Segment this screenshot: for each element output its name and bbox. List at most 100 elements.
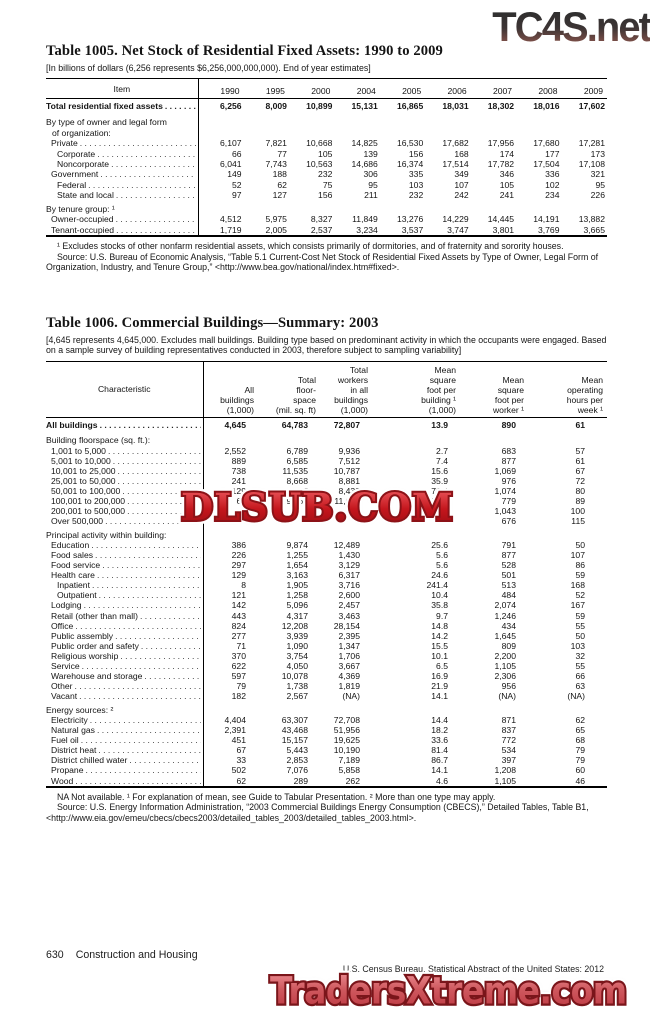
row-label-cell: 50,001 to 100,000	[46, 485, 204, 496]
cell-value: 1,074	[494, 485, 516, 496]
cell-value: 10,899	[306, 101, 333, 112]
cell-value: 4,645	[224, 419, 246, 430]
table-row: Private 6,107 7,821 10,668 14,825 16,530 17,68…	[46, 138, 607, 149]
cell-value: 2,853	[286, 755, 308, 766]
row-label: Natural gas	[51, 725, 95, 736]
cell-value: 1,246	[494, 610, 516, 621]
table-row: 25,001 to 50,000 241 8,668 8,881 35.9 976 72	[46, 475, 607, 486]
cell-value: 17,602	[578, 101, 605, 112]
dot-leader	[116, 214, 196, 224]
dot-leader	[88, 180, 195, 190]
cell-value: 103	[408, 179, 424, 190]
row-label: Religious worship	[51, 650, 119, 661]
cell-value: 956	[501, 681, 516, 692]
cell-value	[258, 701, 320, 715]
table-1005-footnotes: ¹ Excludes stocks of other nonfarm resid…	[46, 241, 607, 273]
table-row: Outpatient 121 1,258 2,600 10.4 484 52	[46, 590, 607, 601]
cell-value: 1,258	[286, 590, 308, 601]
row-label-wrap: Food service	[46, 560, 202, 570]
cell-value: 622	[231, 660, 246, 671]
dot-leader	[165, 101, 196, 111]
table-row: By tenure group: ¹	[46, 200, 607, 215]
cell-value: 13.9	[431, 419, 448, 430]
cell-value: 79	[575, 755, 585, 766]
dot-leader	[129, 755, 200, 765]
row-label-cell: Principal activity within building:	[46, 526, 204, 540]
row-label-cell: Federal	[46, 179, 199, 191]
dot-leader	[122, 486, 200, 496]
cell-value: 7,821	[265, 138, 287, 149]
cell-value: 9.7	[436, 610, 448, 621]
row-label-wrap: District heat	[46, 745, 202, 755]
dot-leader	[118, 466, 201, 476]
cell-value: 4,050	[286, 660, 308, 671]
table-row: 200,001 to 500,000 1,043 100	[46, 506, 607, 517]
table-row: Warehouse and storage 597 10,078 4,369 16.9 2…	[46, 671, 607, 682]
table-row: 1,001 to 5,000 2,552 6,789 9,936 2.7 683 57	[46, 445, 607, 456]
cell-value: 502	[231, 765, 246, 776]
row-label-cell: Retail (other than mall)	[46, 610, 204, 621]
cell-value: 877	[501, 549, 516, 560]
cell-value	[203, 516, 258, 526]
cell-value: 232	[318, 169, 333, 180]
cell-value: 65	[575, 725, 585, 736]
cell-value: 16.9	[431, 671, 448, 682]
cell-value: 2,395	[338, 630, 360, 641]
cell-value: 14,191	[533, 214, 560, 225]
cell-value: 10.4	[431, 590, 448, 601]
column-header: All buildings (1,000)	[203, 361, 258, 418]
cell-value: 4,369	[338, 671, 360, 682]
row-label-cell: Public order and safety	[46, 640, 204, 651]
row-label-wrap: 50,001 to 100,000	[46, 486, 202, 496]
cell-value: 16,865	[396, 101, 424, 112]
cell-value: 738	[231, 465, 246, 476]
cell-value: 809	[501, 640, 516, 651]
cell-value: 386	[231, 539, 246, 550]
cell-value: 6,789	[286, 445, 308, 456]
cell-value: 676	[501, 516, 516, 527]
row-label: 25,001 to 50,000	[51, 475, 116, 486]
cell-value: 7,512	[338, 455, 360, 466]
cell-value: 11,849	[352, 214, 378, 225]
cell-value: 13,276	[396, 214, 424, 225]
cell-value: 86.7	[431, 755, 448, 766]
cell-value: 297	[231, 560, 246, 571]
table-row: of organization:	[46, 127, 607, 139]
row-label: Office	[51, 620, 74, 631]
cell-value: 10,078	[281, 671, 308, 682]
cell-value: 174	[499, 148, 515, 159]
cell-value: 451	[231, 735, 246, 746]
cell-value: 142	[231, 600, 246, 611]
dot-leader	[140, 611, 201, 621]
row-label-wrap: District chilled water	[46, 755, 202, 765]
cell-value	[380, 201, 425, 215]
cell-value	[198, 128, 243, 138]
cell-value: 4,404	[224, 714, 246, 725]
row-label-wrap: Natural gas	[46, 725, 202, 736]
cell-value: 8,009	[265, 101, 287, 112]
table-row: Food sales 226 1,255 1,430 5.6 877 107	[46, 549, 607, 561]
row-label: 200,001 to 500,000	[51, 506, 126, 517]
row-label-wrap: All buildings	[46, 420, 202, 430]
row-label-wrap: By type of owner and legal form	[46, 117, 197, 127]
cell-value: 75	[322, 179, 333, 190]
cell-value: 1,819	[338, 681, 360, 692]
row-label-cell: Over 500,000	[46, 516, 204, 527]
cell-value	[425, 201, 470, 215]
cell-value: 35.8	[431, 600, 448, 611]
table-row: Corporate 66 77 105 139 156 168 174 177 173	[46, 148, 607, 159]
dot-leader	[80, 138, 196, 148]
cell-value: 14.8	[431, 620, 448, 631]
dot-leader	[100, 420, 201, 430]
row-label-cell: Education	[46, 539, 204, 550]
cell-value: 129	[231, 485, 246, 496]
cell-value	[516, 114, 561, 128]
column-header: Mean operating hours per week ¹	[528, 361, 607, 418]
cell-value: 35.9	[431, 475, 448, 486]
cell-value: 28,154	[333, 620, 360, 631]
row-label: Over 500,000	[51, 516, 104, 527]
cell-value: 62	[277, 179, 287, 190]
cell-value: 289	[293, 775, 308, 786]
cell-value: 15,131	[351, 101, 378, 112]
cell-value: 71	[236, 640, 246, 651]
